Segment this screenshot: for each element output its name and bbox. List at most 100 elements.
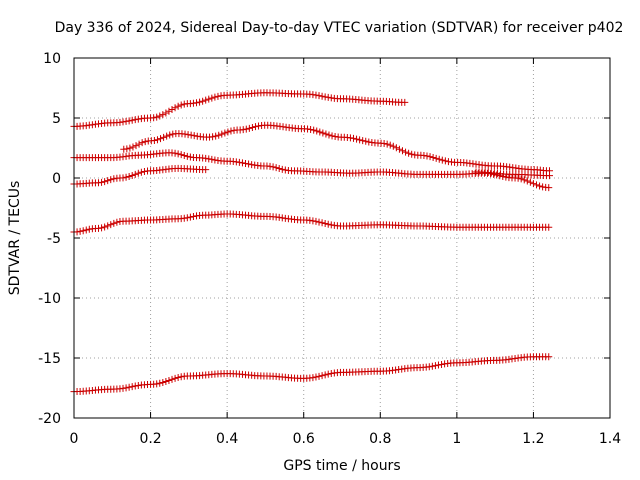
x-tick-label: 0.2 xyxy=(139,431,161,447)
data-point xyxy=(208,94,216,102)
data-point xyxy=(202,154,210,162)
data-point xyxy=(165,376,173,384)
data-point xyxy=(177,101,185,109)
data-point xyxy=(212,132,220,140)
data-point xyxy=(425,363,433,371)
data-point xyxy=(514,174,522,182)
data-point xyxy=(214,92,222,100)
data-point xyxy=(104,222,112,230)
data-point xyxy=(184,131,192,139)
data-point xyxy=(327,221,335,229)
data-point xyxy=(272,164,280,172)
data-point xyxy=(546,172,554,180)
data-point xyxy=(545,353,553,361)
data-point xyxy=(168,105,176,113)
data-point xyxy=(104,177,112,185)
data-point xyxy=(174,102,182,110)
data-point xyxy=(137,168,145,176)
data-point xyxy=(202,96,210,104)
data-point xyxy=(245,124,253,132)
x-tick-label: 1.4 xyxy=(599,431,621,447)
data-point xyxy=(359,137,367,145)
data-point xyxy=(520,176,528,184)
x-tick-label: 1 xyxy=(452,431,461,447)
data-point xyxy=(405,149,413,157)
data-point xyxy=(150,114,158,122)
data-point xyxy=(153,380,161,388)
data-point xyxy=(365,138,373,146)
data-point xyxy=(119,118,127,126)
data-point xyxy=(313,127,321,135)
data-point xyxy=(153,136,161,144)
x-tick-label: 0 xyxy=(70,431,79,447)
data-point xyxy=(539,183,547,191)
data-point xyxy=(199,97,207,105)
data-point xyxy=(177,373,185,381)
data-point xyxy=(156,379,164,387)
data-point xyxy=(125,173,133,181)
data-point xyxy=(432,154,440,162)
data-point xyxy=(227,127,235,135)
data-point xyxy=(174,150,182,158)
data-point xyxy=(132,142,140,150)
data-point xyxy=(211,93,219,101)
data-point xyxy=(353,135,361,143)
series-track-2 xyxy=(120,121,554,175)
data-point xyxy=(160,133,168,141)
data-point xyxy=(309,217,317,225)
data-point xyxy=(189,212,197,220)
data-point xyxy=(318,219,326,227)
data-point xyxy=(321,371,329,379)
data-point xyxy=(269,163,277,171)
data-point xyxy=(423,152,431,160)
data-point xyxy=(312,91,320,99)
data-point xyxy=(239,126,247,134)
y-tick-label: -10 xyxy=(38,291,61,307)
data-point xyxy=(189,99,197,107)
data-point xyxy=(224,128,232,136)
y-tick-label: -20 xyxy=(38,411,61,427)
data-point xyxy=(356,136,364,144)
data-point xyxy=(251,123,259,131)
data-point xyxy=(435,155,443,163)
data-point xyxy=(315,92,323,100)
y-tick-label: -15 xyxy=(38,351,61,367)
data-point xyxy=(312,217,320,225)
data-point xyxy=(324,370,332,378)
data-point xyxy=(318,92,326,100)
grid-lines xyxy=(74,58,610,418)
data-point xyxy=(545,184,553,192)
data-point xyxy=(125,117,133,125)
series-track-4 xyxy=(70,164,210,188)
data-point xyxy=(245,160,253,168)
data-point xyxy=(98,224,106,232)
y-axis-label: SDTVAR / TECUs xyxy=(7,181,23,296)
data-point xyxy=(174,374,182,382)
data-point xyxy=(138,139,146,147)
data-point xyxy=(107,221,115,229)
data-point xyxy=(159,111,167,119)
data-point xyxy=(163,132,171,140)
series-track-3 xyxy=(70,149,553,192)
x-tick-label: 0.6 xyxy=(293,431,315,447)
data-point xyxy=(168,375,176,383)
series-track-6 xyxy=(70,210,553,236)
data-point xyxy=(131,382,139,390)
data-point xyxy=(322,130,330,138)
data-point xyxy=(383,140,391,148)
data-point xyxy=(275,165,283,173)
data-point xyxy=(162,377,170,385)
data-point xyxy=(122,173,130,181)
y-tick-label: 0 xyxy=(52,171,61,187)
data-point xyxy=(211,156,219,164)
data-point xyxy=(209,133,217,141)
data-point xyxy=(218,130,226,138)
x-axis-label: GPS time / hours xyxy=(283,458,400,474)
data-point xyxy=(316,128,324,136)
data-point xyxy=(98,178,106,186)
data-point xyxy=(128,172,136,180)
data-point xyxy=(193,99,201,107)
data-point xyxy=(529,180,537,188)
data-point xyxy=(281,166,289,174)
